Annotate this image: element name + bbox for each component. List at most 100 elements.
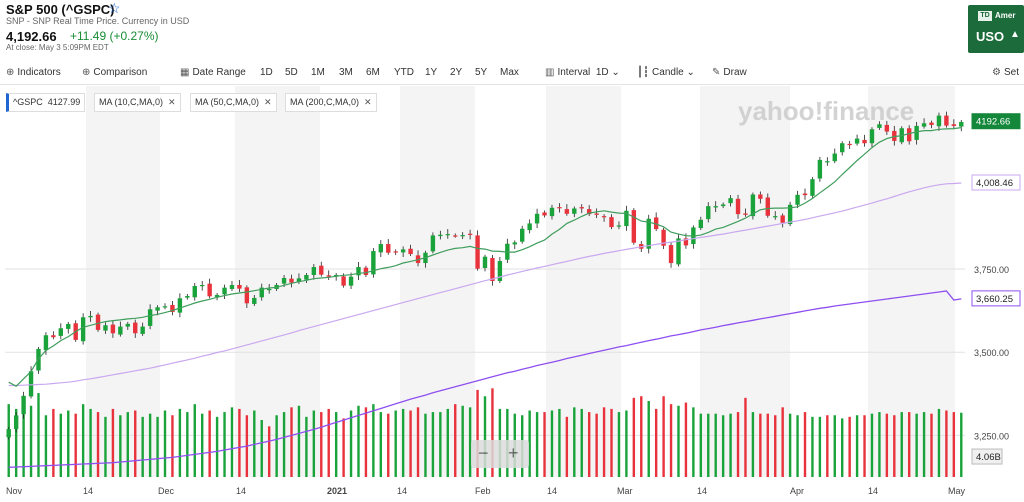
- candle-body: [460, 235, 465, 237]
- comparison-button[interactable]: ⊕ Comparison: [82, 67, 147, 78]
- volume-bar: [833, 415, 836, 477]
- candle-body: [929, 122, 934, 125]
- zoom-out-button[interactable]: −: [478, 443, 489, 463]
- volume-bar: [305, 416, 308, 477]
- candle-body: [289, 278, 294, 283]
- x-tick-label: 14: [547, 486, 557, 496]
- candle-body: [817, 159, 823, 179]
- candle-body: [534, 213, 540, 224]
- volume-bar: [744, 397, 747, 477]
- candle-body: [363, 267, 369, 276]
- candle-body: [95, 314, 101, 330]
- volume-bar: [439, 412, 442, 477]
- candle-body: [103, 325, 108, 331]
- quote-source: SNP - SNP Real Time Price. Currency in U…: [6, 16, 190, 26]
- volume-bar: [186, 412, 189, 477]
- range-1m[interactable]: 1M: [311, 67, 325, 78]
- range-1d[interactable]: 1D: [260, 67, 273, 78]
- candle-body: [765, 197, 770, 216]
- volume-bar: [104, 416, 107, 477]
- volume-bar: [662, 396, 665, 477]
- candle-body: [51, 335, 56, 338]
- chart-type-dropdown[interactable]: ┃┇ Candle ⌄: [637, 67, 695, 78]
- candle-body: [386, 244, 391, 253]
- indicators-button[interactable]: ⊕ Indicators: [6, 67, 61, 78]
- legend-symbol-name: ^GSPC: [13, 97, 43, 107]
- candle-body: [735, 198, 741, 215]
- volume-bar: [126, 412, 129, 477]
- price-tag-volume: [971, 448, 1003, 465]
- volume-bar: [781, 407, 784, 477]
- volume-bar: [67, 410, 70, 477]
- range-max[interactable]: Max: [500, 67, 519, 78]
- candle-body: [572, 208, 577, 214]
- candle-body: [810, 179, 815, 196]
- close-icon[interactable]: ✕: [264, 97, 272, 107]
- candle-body: [252, 297, 257, 304]
- legend-ma200[interactable]: MA (200,C,MA,0) ✕: [285, 93, 377, 112]
- candle-body: [906, 128, 912, 142]
- candle-body: [408, 248, 413, 255]
- range-ytd[interactable]: YTD: [394, 67, 414, 78]
- volume-bar: [96, 412, 100, 477]
- volume-bar: [788, 413, 792, 477]
- candle-body: [728, 198, 733, 204]
- close-icon[interactable]: ✕: [168, 97, 176, 107]
- interval-dropdown[interactable]: ▥ Interval 1D ⌄: [545, 67, 620, 78]
- candle-body: [80, 317, 86, 342]
- volume-bar: [357, 405, 360, 477]
- volume-bar: [372, 404, 375, 477]
- close-icon[interactable]: ✕: [364, 97, 372, 107]
- range-1y[interactable]: 1Y: [425, 67, 438, 78]
- ad-banner[interactable]: TD Amer USO ▲: [968, 5, 1024, 53]
- volume-bar: [223, 412, 226, 477]
- star-icon[interactable]: ☆: [108, 0, 121, 16]
- chart-type-label: Candle: [652, 67, 684, 78]
- candle-body: [646, 218, 651, 249]
- volume-bar: [952, 412, 956, 477]
- legend-ma50[interactable]: MA (50,C,MA,0) ✕: [190, 93, 277, 112]
- volume-bar: [625, 410, 628, 477]
- candle-body: [601, 216, 607, 218]
- x-tick-label: Mar: [617, 486, 633, 496]
- candle-body: [594, 213, 599, 215]
- x-tick-label: 14: [236, 486, 246, 496]
- y-tick-label: 3,250.00: [974, 431, 1009, 441]
- y-tick-label: 3,750.00: [974, 265, 1009, 275]
- volume-bar: [692, 407, 695, 477]
- volume-bar: [275, 415, 278, 477]
- candle-body: [787, 204, 793, 225]
- range-6m[interactable]: 6M: [366, 67, 380, 78]
- candle-body: [676, 238, 681, 265]
- ad-currency: USO: [976, 29, 1005, 44]
- range-5d[interactable]: 5D: [285, 67, 298, 78]
- range-5y[interactable]: 5Y: [475, 67, 488, 78]
- legend-ma10[interactable]: MA (10,C,MA,0) ✕: [94, 93, 181, 112]
- x-tick-label: 14: [697, 486, 707, 496]
- draw-button[interactable]: ✎ Draw: [712, 67, 747, 78]
- volume-bar: [409, 410, 412, 477]
- gear-icon: ⚙: [992, 67, 1001, 78]
- settings-button[interactable]: ⚙ Set: [992, 67, 1019, 78]
- candle-body: [557, 207, 562, 209]
- zoom-in-button[interactable]: +: [508, 443, 519, 463]
- volume-bar: [364, 407, 368, 477]
- date-range-label: Date Range: [192, 67, 246, 78]
- volume-bar: [416, 407, 420, 477]
- legend-symbol[interactable]: ^GSPC 4127.99: [6, 93, 86, 112]
- candle-body: [497, 261, 503, 282]
- candle-body: [795, 194, 800, 205]
- price-tag-label: 4,008.46: [976, 178, 1013, 189]
- range-2y[interactable]: 2Y: [450, 67, 463, 78]
- date-range-button[interactable]: ▦ Date Range: [180, 67, 246, 78]
- volume-bar: [238, 408, 241, 477]
- price-tag-label: 4192.66: [976, 117, 1010, 128]
- volume-bar: [208, 410, 211, 477]
- range-3m[interactable]: 3M: [339, 67, 353, 78]
- volume-bar: [535, 412, 539, 477]
- candle-body: [207, 283, 212, 297]
- volume-bar: [677, 405, 680, 477]
- volume-bar: [461, 405, 464, 477]
- volume-bar: [759, 413, 762, 477]
